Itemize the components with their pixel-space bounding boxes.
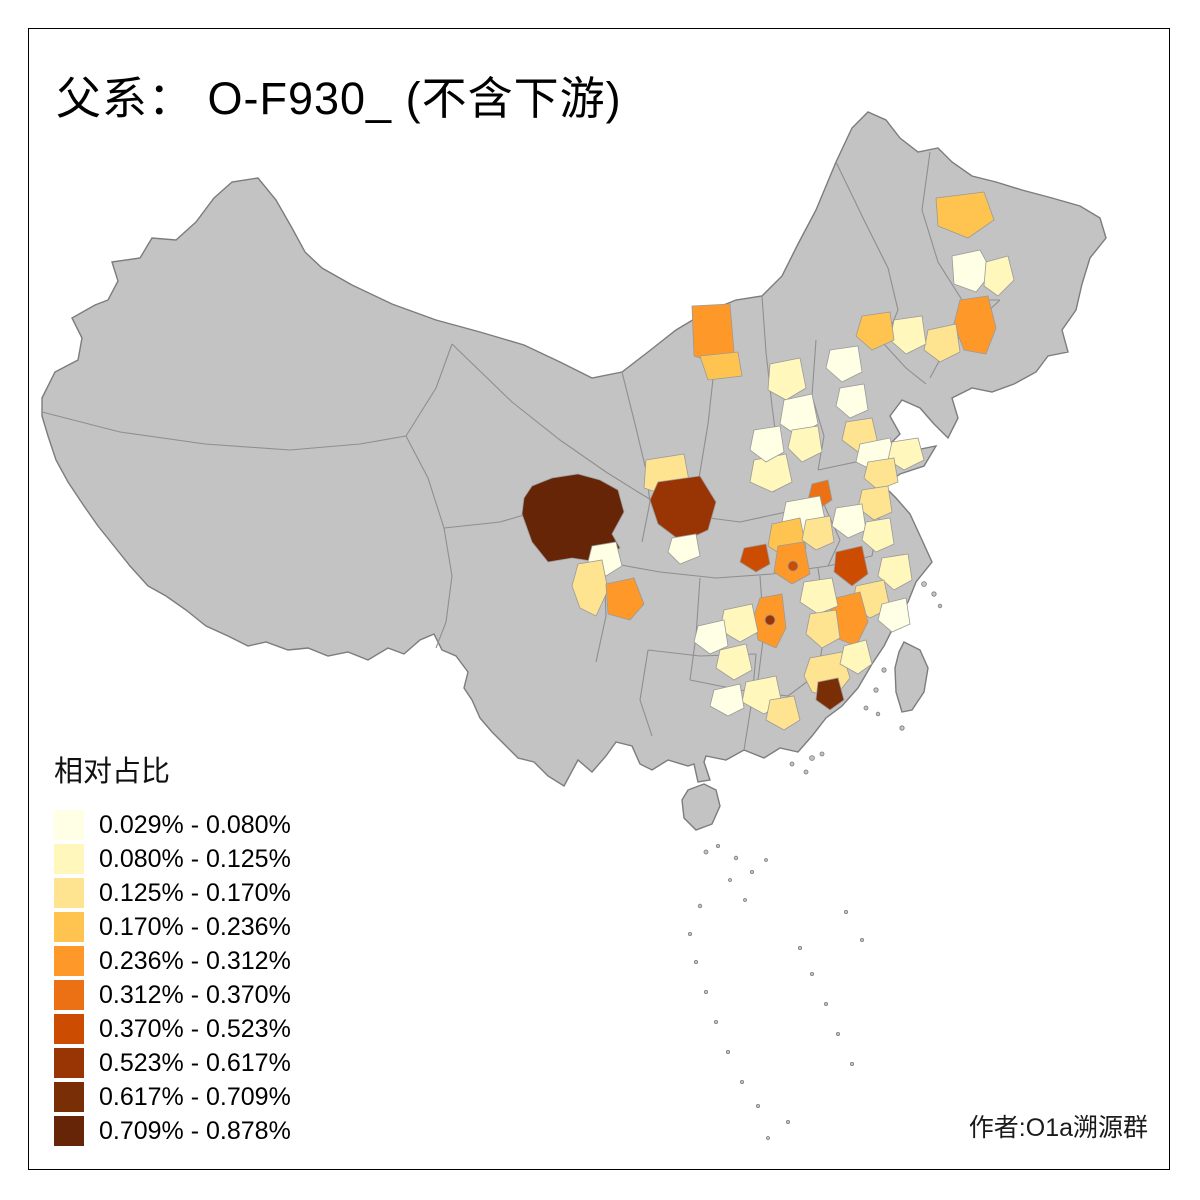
map-region <box>749 425 785 463</box>
map-region <box>605 577 645 621</box>
map-region <box>699 351 743 381</box>
islands <box>681 581 943 1140</box>
map-region <box>839 639 873 675</box>
map-title: 父系： O-F930_ (不含下游) <box>56 73 622 124</box>
legend-row: 0.312% - 0.370% <box>54 978 291 1012</box>
author-credit: 作者:O1a溯源群 <box>968 1114 1148 1142</box>
hainan-island <box>681 783 721 831</box>
legend-label: 0.523% - 0.617% <box>99 1048 291 1077</box>
south-china-sea-islets <box>688 844 865 1140</box>
legend-title: 相对占比 <box>54 756 171 788</box>
legend-swatch <box>54 1116 84 1146</box>
map-region <box>877 597 911 633</box>
legend-row: 0.709% - 0.878% <box>54 1114 291 1148</box>
map-region <box>799 577 839 615</box>
map-region <box>709 683 745 717</box>
map-region <box>887 437 925 471</box>
legend-row: 0.236% - 0.312% <box>54 944 291 978</box>
map-region <box>715 643 753 681</box>
legend-row: 0.617% - 0.709% <box>54 1080 291 1114</box>
map-region <box>983 255 1015 297</box>
map-region <box>833 545 869 587</box>
map-region <box>831 503 867 539</box>
map-region <box>923 323 961 363</box>
legend-rows: 0.029% - 0.080% 0.080% - 0.125% 0.125% - 0… <box>54 808 291 1148</box>
legend-label: 0.709% - 0.878% <box>99 1116 291 1145</box>
legend-row: 0.523% - 0.617% <box>54 1046 291 1080</box>
map-region <box>825 345 863 383</box>
map-region <box>765 695 801 731</box>
taiwan-island <box>894 641 929 713</box>
legend-label: 0.370% - 0.523% <box>99 1014 291 1043</box>
legend-row: 0.370% - 0.523% <box>54 1012 291 1046</box>
map-region <box>667 533 701 565</box>
map-region <box>749 453 793 493</box>
coastal-islets <box>789 581 943 775</box>
map-region <box>571 559 609 617</box>
legend-row: 0.080% - 0.125% <box>54 842 291 876</box>
map-region-dot <box>787 560 799 572</box>
legend-label: 0.029% - 0.080% <box>99 810 291 839</box>
legend-label: 0.125% - 0.170% <box>99 878 291 907</box>
legend-swatch <box>54 1014 84 1044</box>
map-region <box>805 609 841 649</box>
legend-swatch <box>54 1048 84 1078</box>
map-region <box>693 619 729 655</box>
map-region <box>953 295 997 355</box>
legend-swatch <box>54 946 84 976</box>
legend-swatch <box>54 810 84 840</box>
legend-swatch <box>54 878 84 908</box>
legend-row: 0.170% - 0.236% <box>54 910 291 944</box>
legend-swatch <box>54 844 84 874</box>
map-region <box>787 425 823 463</box>
map-region <box>801 515 835 551</box>
map-region <box>877 553 913 591</box>
legend-label: 0.312% - 0.370% <box>99 980 291 1009</box>
legend-row: 0.125% - 0.170% <box>54 876 291 910</box>
map-region <box>739 543 771 573</box>
map-region <box>767 357 807 401</box>
map-region <box>935 191 995 239</box>
map-region <box>815 677 845 711</box>
legend-label: 0.080% - 0.125% <box>99 844 291 873</box>
map-region <box>521 473 625 563</box>
legend-swatch <box>54 1082 84 1112</box>
map-region <box>835 383 869 419</box>
legend-label: 0.170% - 0.236% <box>99 912 291 941</box>
map-region <box>861 517 895 553</box>
legend-swatch <box>54 912 84 942</box>
map-region <box>855 311 895 351</box>
legend-label: 0.236% - 0.312% <box>99 946 291 975</box>
legend-row: 0.029% - 0.080% <box>54 808 291 842</box>
legend: 相对占比 0.029% - 0.080% 0.080% - 0.125% 0.125… <box>54 748 291 1148</box>
legend-label: 0.617% - 0.709% <box>99 1082 291 1111</box>
legend-swatch <box>54 980 84 1010</box>
map-region-dot <box>764 614 776 626</box>
choropleth-regions <box>521 191 1015 731</box>
